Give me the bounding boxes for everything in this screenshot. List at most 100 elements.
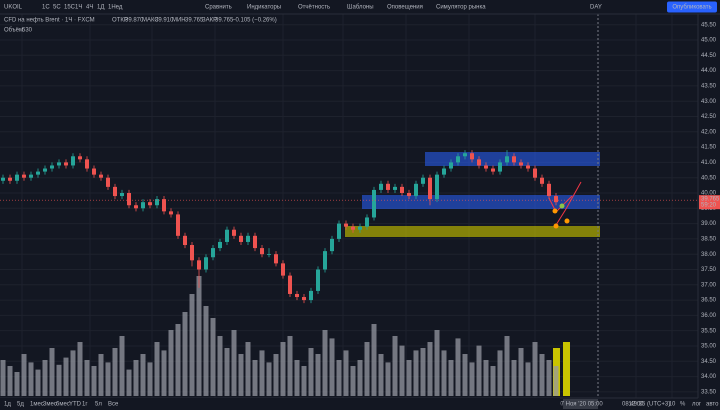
candle-body bbox=[64, 162, 68, 166]
volume-bar bbox=[350, 366, 356, 396]
candle-body bbox=[253, 235, 257, 249]
interval[interactable]: 1Д bbox=[97, 5, 104, 11]
range-button[interactable]: YTD bbox=[69, 402, 82, 408]
range-button[interactable]: 5д bbox=[17, 402, 24, 408]
volume-bar bbox=[336, 360, 342, 396]
range-button[interactable]: 5л bbox=[95, 402, 102, 408]
candle-body bbox=[8, 177, 12, 181]
volume-bar bbox=[504, 336, 510, 396]
volume-bar bbox=[245, 342, 251, 396]
candle-body bbox=[358, 226, 362, 230]
volume-bar bbox=[371, 324, 377, 396]
candle-body bbox=[155, 199, 159, 206]
toolbar-button[interactable]: Симулятор рынка bbox=[436, 5, 486, 11]
volume-bar bbox=[553, 366, 559, 396]
scale-option[interactable]: авто bbox=[706, 402, 719, 408]
volume-bar bbox=[98, 354, 104, 396]
toolbar-button[interactable]: Сравнить bbox=[205, 5, 232, 11]
y-tick-label: 36.00 bbox=[701, 313, 717, 319]
y-tick-label: 43.00 bbox=[701, 99, 717, 105]
interval[interactable]: 4Ч bbox=[86, 5, 93, 11]
toolbar-button[interactable]: Отчётность bbox=[298, 5, 330, 11]
candle-body bbox=[15, 174, 19, 181]
candle-body bbox=[470, 153, 474, 160]
volume-bar bbox=[273, 354, 279, 396]
volume-bar bbox=[490, 366, 496, 396]
range-button[interactable]: Все bbox=[108, 402, 119, 408]
volume-bar bbox=[469, 362, 475, 396]
candle-body bbox=[351, 226, 355, 230]
candle-body bbox=[519, 162, 523, 166]
volume-bar bbox=[308, 348, 314, 396]
y-tick-label: 44.50 bbox=[701, 53, 717, 59]
volume-bar bbox=[518, 348, 524, 396]
candle-body bbox=[36, 171, 40, 175]
y-tick-label: 41.00 bbox=[701, 160, 717, 166]
interval[interactable]: 1Ч bbox=[75, 5, 82, 11]
candle-body bbox=[547, 183, 551, 197]
y-tick-label: 37.50 bbox=[701, 267, 717, 273]
y-tick-label: 43.50 bbox=[701, 83, 717, 89]
volume-bar bbox=[427, 342, 433, 396]
range-button[interactable]: 6мес bbox=[56, 402, 70, 408]
interval[interactable]: 1Нед bbox=[108, 5, 123, 11]
toolbar-button[interactable]: Шаблоны bbox=[347, 5, 374, 11]
candle-body bbox=[183, 235, 187, 246]
price-tag bbox=[699, 195, 720, 210]
candle-body bbox=[134, 205, 138, 209]
volume-bar bbox=[196, 276, 202, 396]
candle-body bbox=[232, 229, 236, 236]
mode[interactable]: DAY bbox=[590, 5, 602, 11]
candle-body bbox=[99, 174, 103, 178]
publish-label[interactable]: Опубликовать bbox=[672, 5, 711, 11]
candle-body bbox=[484, 165, 488, 169]
ohlc-label: МАКС bbox=[142, 18, 159, 24]
volume-bar bbox=[441, 350, 447, 396]
y-tick-label: 45.50 bbox=[701, 22, 717, 28]
scale-option[interactable]: лог bbox=[692, 402, 702, 408]
volume-bar bbox=[42, 360, 48, 396]
point bbox=[553, 223, 559, 229]
candle-body bbox=[204, 257, 208, 270]
interval[interactable]: 5С bbox=[53, 5, 61, 11]
volume-bar bbox=[483, 360, 489, 396]
symbol[interactable]: UKOIL bbox=[4, 5, 23, 11]
y-tick-label: 34.50 bbox=[701, 359, 717, 365]
interval[interactable]: 1С bbox=[42, 5, 50, 11]
volume-bar bbox=[266, 362, 272, 396]
candle-body bbox=[120, 192, 124, 197]
scale-option[interactable]: % bbox=[680, 402, 686, 408]
volume-bar bbox=[203, 306, 209, 396]
candle-body bbox=[127, 192, 131, 206]
volume-bar bbox=[280, 342, 286, 396]
toolbar-button[interactable]: Индикаторы bbox=[247, 5, 281, 11]
y-tick-label: 40.00 bbox=[701, 191, 717, 197]
candle-body bbox=[554, 196, 558, 203]
candle-body bbox=[246, 235, 250, 242]
candle-body bbox=[316, 269, 320, 291]
range-button[interactable]: 1г bbox=[82, 402, 88, 408]
candle-body bbox=[330, 238, 334, 252]
candle-body bbox=[50, 165, 54, 169]
publish-button[interactable] bbox=[667, 1, 717, 13]
candle-body bbox=[365, 217, 369, 227]
range-button[interactable]: 1мес bbox=[30, 402, 44, 408]
candle-body bbox=[71, 156, 75, 166]
candle-body bbox=[57, 162, 61, 166]
candle-body bbox=[218, 241, 222, 249]
range-button[interactable]: 1д bbox=[4, 402, 11, 408]
volume-bar bbox=[329, 338, 335, 396]
interval[interactable]: 15С bbox=[64, 5, 76, 11]
y-tick-label: 40.50 bbox=[701, 175, 717, 181]
range-button[interactable]: 3мес bbox=[43, 402, 57, 408]
y-tick-label: 44.00 bbox=[701, 68, 717, 74]
volume-bar bbox=[378, 354, 384, 396]
toolbar-button[interactable]: Оповещения bbox=[387, 5, 423, 11]
volume-bar bbox=[70, 350, 76, 396]
volume-bar bbox=[91, 366, 97, 396]
x-tick-label: 12:00 bbox=[628, 402, 644, 408]
point bbox=[559, 203, 565, 209]
candle-body bbox=[414, 183, 418, 197]
candle-body bbox=[428, 177, 432, 200]
candle-body bbox=[22, 174, 26, 178]
